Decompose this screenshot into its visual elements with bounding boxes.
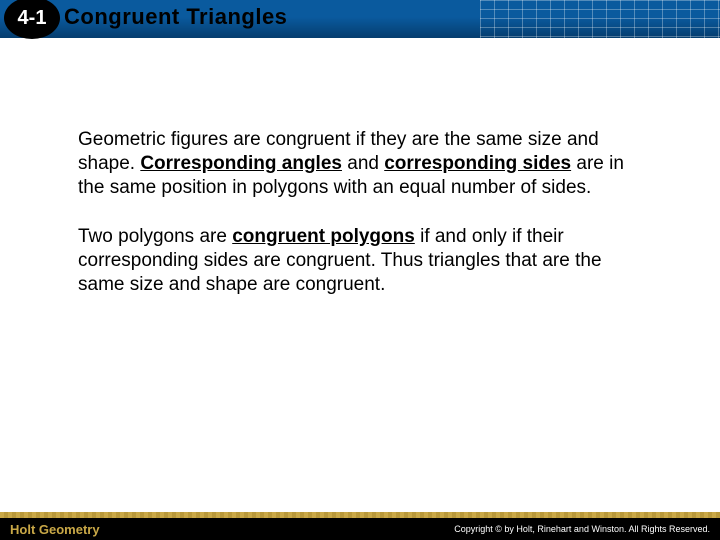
term-corresponding-angles: Corresponding angles [140,153,342,174]
text-span: Two polygons are [78,226,232,247]
term-congruent-polygons: congruent polygons [232,226,415,247]
paragraph-1: Geometric figures are congruent if they … [78,128,640,199]
footer-bar: Holt Geometry Copyright © by Holt, Rineh… [0,518,720,540]
footer-brand: Holt Geometry [10,522,100,537]
paragraph-2: Two polygons are congruent polygons if a… [78,225,640,296]
header-bar: 4-1 Congruent Triangles [0,0,720,38]
header-grid-decoration [480,0,720,38]
page-title: Congruent Triangles [64,4,287,30]
section-number: 4-1 [18,7,47,30]
content-area: Geometric figures are congruent if they … [0,38,720,297]
section-badge: 4-1 [4,0,60,39]
text-span: and [342,153,384,174]
term-corresponding-sides: corresponding sides [384,153,571,174]
footer-copyright: Copyright © by Holt, Rinehart and Winsto… [454,524,710,534]
